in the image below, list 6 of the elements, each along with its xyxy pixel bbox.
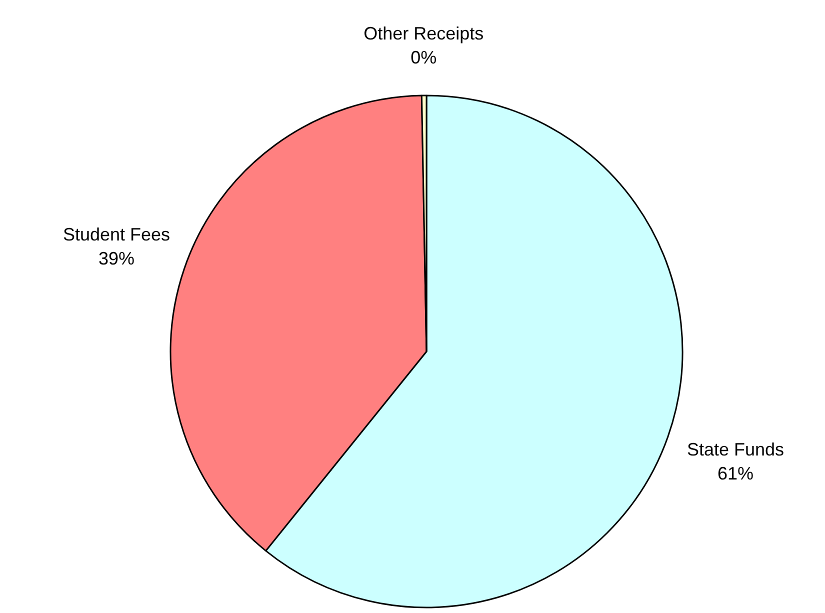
data-label: 39% <box>98 248 135 268</box>
slice-label: State Funds <box>686 440 784 460</box>
data-label: 0% <box>410 47 437 68</box>
slice-label: Student Fees <box>62 224 170 244</box>
data-label: 61% <box>717 464 754 484</box>
slice-label: Other Receipts <box>364 23 484 44</box>
